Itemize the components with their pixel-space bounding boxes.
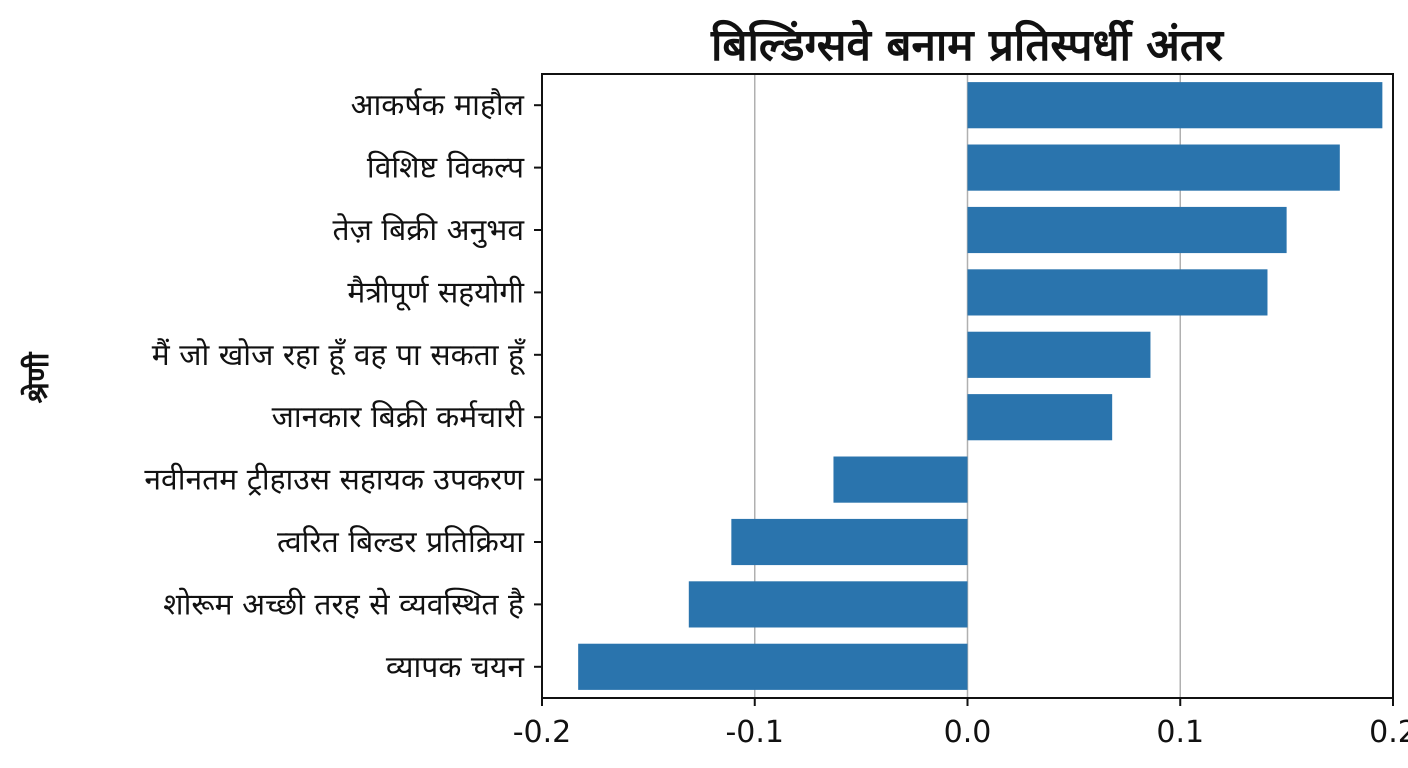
bars: [578, 82, 1383, 690]
category-label: व्यापक चयन: [386, 650, 525, 685]
x-tick-label: -0.1: [725, 715, 784, 750]
x-tick-label: 0.1: [1156, 715, 1204, 750]
category-label: तेज़ बिक्री अनुभव: [333, 213, 526, 249]
category-label: त्वरित बिल्डर प्रतिक्रिया: [277, 525, 525, 560]
bar: [967, 82, 1383, 129]
x-tick-label: 0.2: [1369, 715, 1408, 750]
bar: [833, 456, 968, 503]
bar: [967, 331, 1151, 378]
category-label: शोरूम अच्छी तरह से व्यवस्थित है: [163, 587, 525, 622]
x-tick-label: -0.2: [513, 715, 572, 750]
category-label: आकर्षक माहौल: [351, 88, 525, 123]
x-tick-label: 0.0: [944, 715, 992, 750]
bar: [688, 581, 968, 628]
plot-frame: [541, 73, 1394, 699]
category-labels: आकर्षक माहौल विशिष्ट विकल्प तेज़ बिक्री अन…: [144, 88, 542, 685]
category-label: मैत्रीपूर्ण सहयोगी: [347, 275, 525, 311]
bar: [967, 144, 1340, 191]
category-label: मैं जो खोज रहा हूँ वह पा सकता हूँ: [152, 338, 527, 376]
bar: [967, 394, 1113, 441]
x-axis-ticks: -0.2 -0.1 0.0 0.1 0.2: [513, 698, 1408, 750]
bar: [967, 269, 1268, 316]
y-axis-label: श्रेणी: [20, 351, 56, 403]
category-label: जानकार बिक्री कर्मचारी: [272, 400, 526, 435]
bar: [731, 518, 968, 566]
chart-title: बिल्डिंग्सवे बनाम प्रतिस्पर्धी अंतर: [710, 19, 1225, 71]
category-label: विशिष्ट विकल्प: [367, 151, 525, 186]
bar: [578, 643, 968, 690]
category-label: नवीनतम ट्रीहाउस सहायक उपकरण: [144, 463, 525, 498]
bar: [967, 206, 1287, 254]
